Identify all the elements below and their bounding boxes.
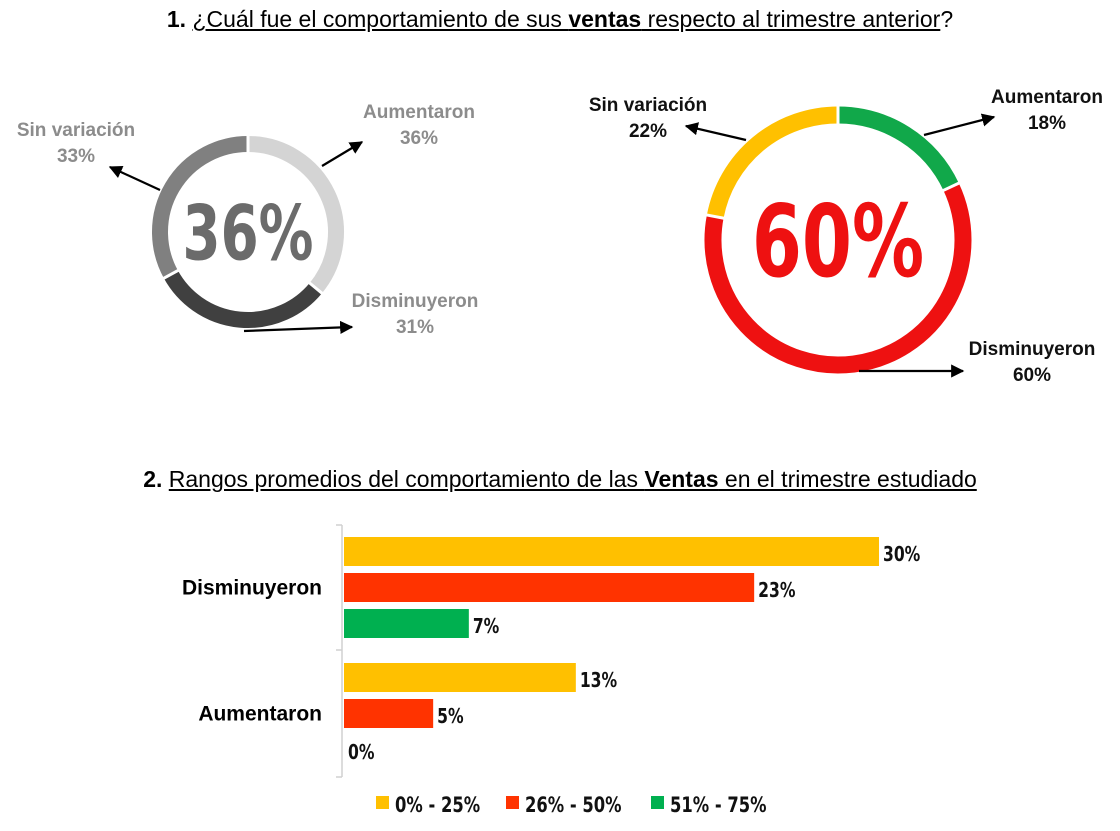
question-1-title: 1. ¿Cuál fue el comportamiento de sus ve… xyxy=(166,6,954,32)
bar-aumentaron-0-25 xyxy=(344,663,576,692)
donut-separator xyxy=(307,281,324,295)
callout-arrow-disminuyeron xyxy=(243,320,354,335)
category-label-aumentaron: Aumentaron xyxy=(198,703,322,726)
donut-slice-disminuyeron xyxy=(704,183,972,374)
legend-label-26-50: 26% - 50% xyxy=(525,794,622,817)
donut-value-sin-variacion: 33% xyxy=(57,146,95,167)
donut-center-label: 60% xyxy=(752,183,924,300)
donut-label-disminuyeron: Disminuyeron xyxy=(352,291,479,312)
legend-label-0-25: 0% - 25% xyxy=(395,794,480,817)
donut-value-aumentaron: 36% xyxy=(400,128,438,149)
bar-chart: Disminuyeron 30% 23% 7% Aumentaron 13% 5% 0% 0% … xyxy=(182,524,920,818)
callout-arrow-sin-variacion xyxy=(684,122,747,142)
donut-separator xyxy=(162,268,180,281)
bar-disminuyeron-51-75 xyxy=(344,609,469,638)
donut-value-disminuyeron: 60% xyxy=(1013,365,1051,386)
legend-label-51-75: 51% - 75% xyxy=(670,794,767,817)
question-1-text: ¿Cuál fue el comportamiento de sus venta… xyxy=(192,6,941,32)
callout-arrow-aumentaron xyxy=(321,141,364,167)
donut-slice-aumentaron xyxy=(837,106,959,191)
category-label-disminuyeron: Disminuyeron xyxy=(182,577,322,600)
donut-label-aumentaron: Aumentaron xyxy=(991,87,1103,108)
donut-slice-aumentaron xyxy=(247,136,344,294)
donut-value-aumentaron: 18% xyxy=(1028,113,1066,134)
donut-label-sin-variacion: Sin variación xyxy=(17,120,135,141)
bar-value-label: 5% xyxy=(437,705,464,728)
legend-swatch-26-50 xyxy=(506,796,519,809)
donut-center-label: 36% xyxy=(183,189,314,277)
donut-label-sin-variacion: Sin variación xyxy=(589,95,707,116)
donut-chart-right: 60% Aumentaron 18% Disminuyeron 60% Sin varia… xyxy=(589,87,1103,386)
callout-arrow-aumentaron xyxy=(923,113,996,137)
donut-label-disminuyeron: Disminuyeron xyxy=(969,339,1096,360)
question-2-number: 2. xyxy=(143,466,163,492)
legend-swatch-0-25 xyxy=(376,796,389,809)
bar-value-label: 7% xyxy=(473,615,500,638)
bar-value-label: 0% xyxy=(348,741,375,764)
donut-chart-left: 36% Aumentaron 36% Disminuyeron 31% Sin varia… xyxy=(17,102,478,338)
donut-slice-disminuyeron xyxy=(163,270,322,328)
bar-value-label: 13% xyxy=(580,669,617,692)
donut-separator xyxy=(941,181,961,193)
donut-slice-sin-variacion xyxy=(152,136,249,279)
bar-value-label: 23% xyxy=(758,579,795,602)
bar-disminuyeron-0-25 xyxy=(344,537,879,566)
bar-disminuyeron-26-50 xyxy=(344,573,755,602)
donut-slice-sin-variacion xyxy=(706,106,839,219)
donut-separator xyxy=(705,213,725,220)
donut-value-disminuyeron: 31% xyxy=(396,317,434,338)
bar-aumentaron-26-50 xyxy=(344,699,434,728)
donut-value-sin-variacion: 22% xyxy=(629,121,667,142)
callout-arrow-sin-variacion xyxy=(108,165,161,191)
question-1-number: 1. xyxy=(166,6,187,32)
bar-value-label: 30% xyxy=(883,543,920,566)
question-2-text: Rangos promedios del comportamiento de l… xyxy=(168,466,977,492)
question-2-title: 2. Rangos promedios del comportamiento d… xyxy=(0,466,1120,493)
legend-swatch-51-75 xyxy=(651,796,664,809)
donut-label-aumentaron: Aumentaron xyxy=(363,102,475,123)
